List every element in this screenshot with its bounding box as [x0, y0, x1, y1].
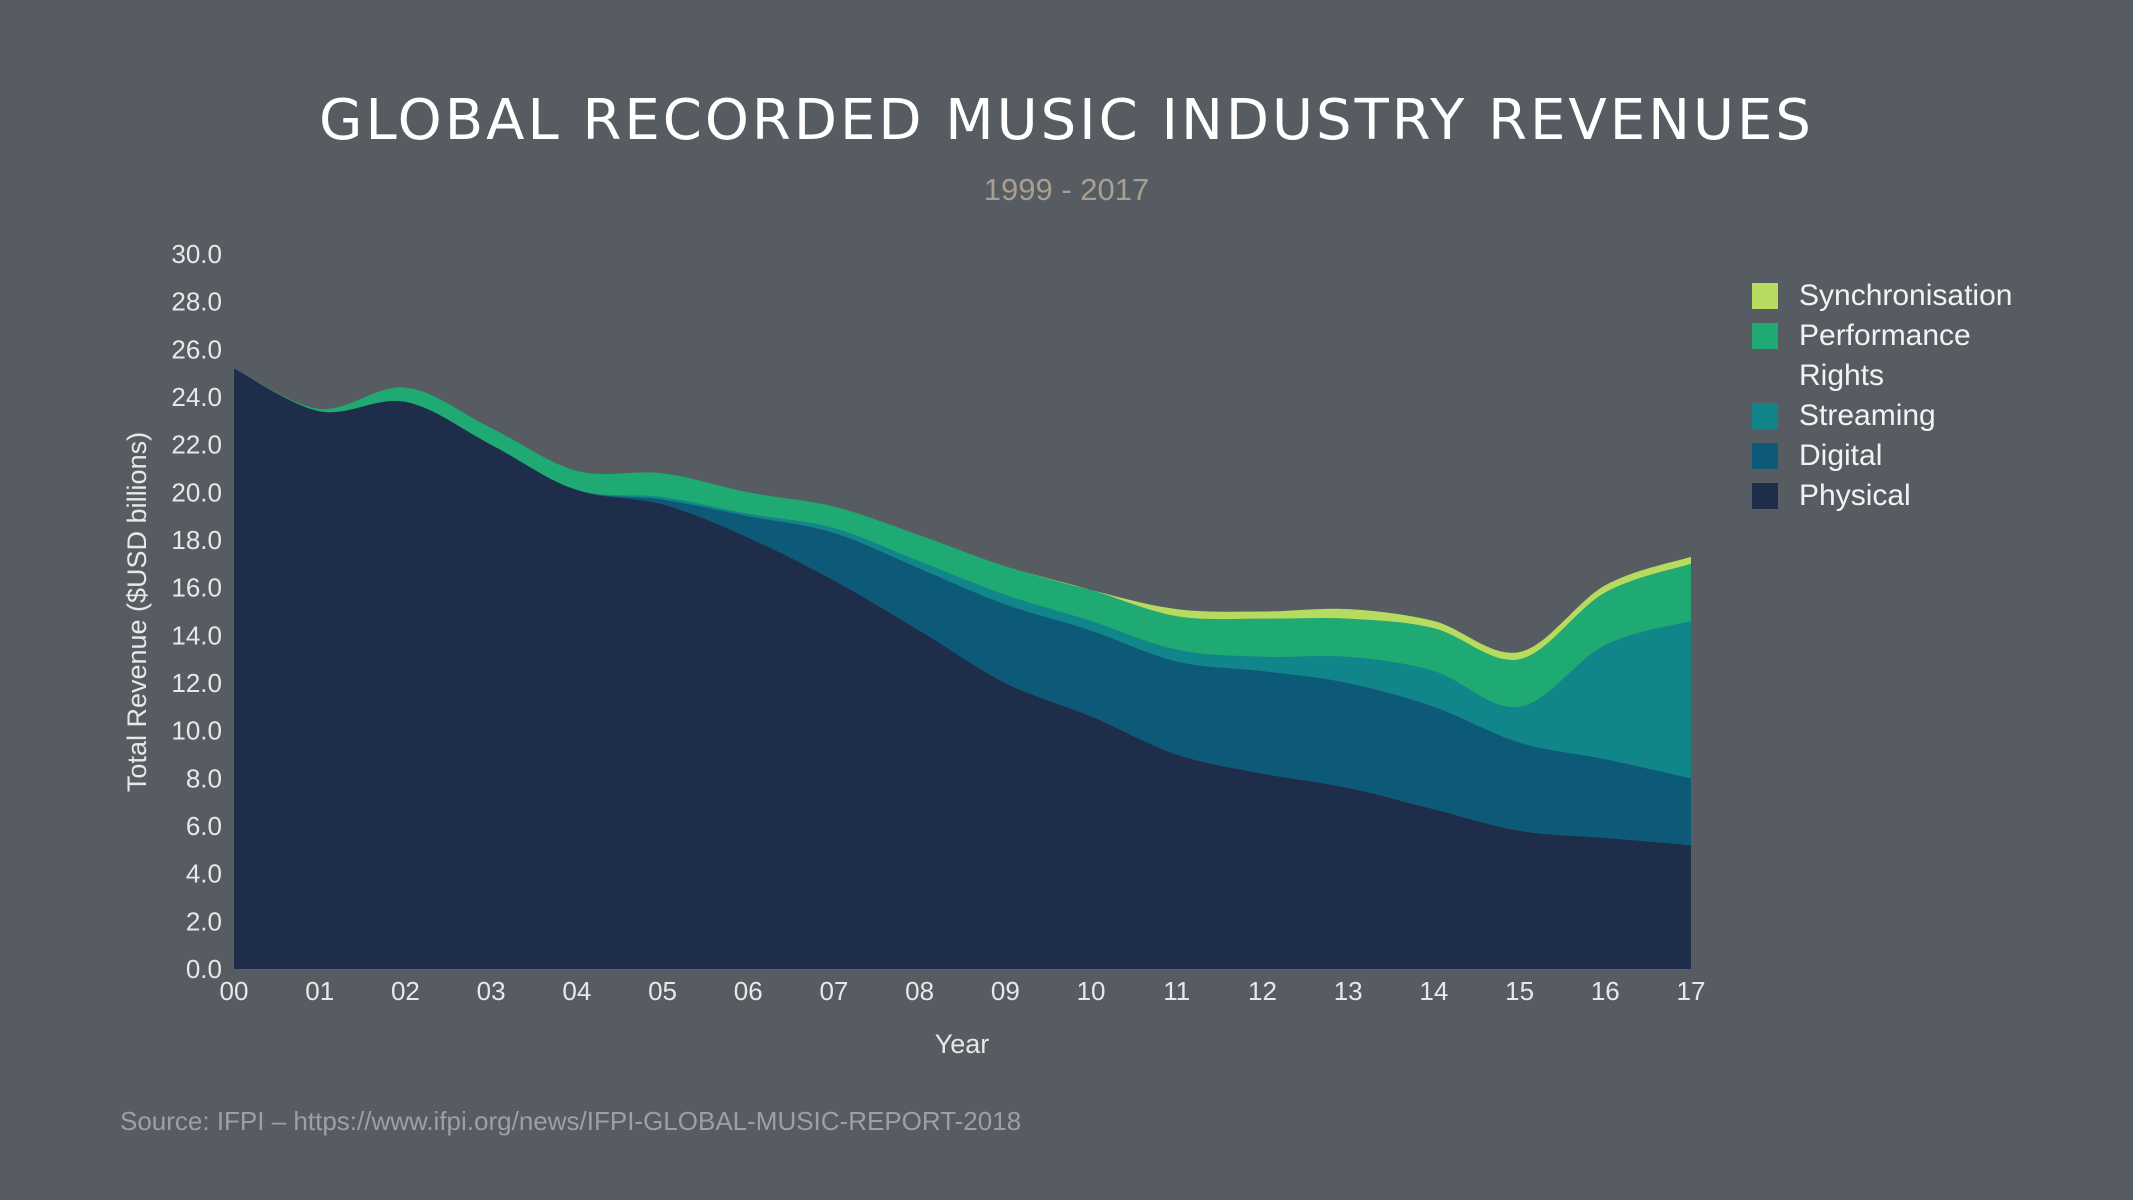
y-axis-ticks: 0.0 2.0 4.0 6.0 8.0 10.0 12.0 14.0 16.0 18.0 20.0 2…: [171, 239, 222, 984]
x-tick-label: 17: [1677, 976, 1706, 1006]
x-tick-label: 02: [391, 976, 420, 1006]
x-tick-label: 04: [562, 976, 591, 1006]
legend-swatch: [1752, 323, 1778, 349]
y-tick-label: 14.0: [171, 620, 222, 650]
legend-item-synchronisation: Synchronisation: [1752, 276, 2122, 316]
x-tick-label: 14: [1419, 976, 1448, 1006]
y-tick-label: 10.0: [171, 716, 222, 746]
legend-swatch: [1752, 403, 1778, 429]
legend-label: Physical: [1799, 479, 1911, 512]
x-tick-label: 15: [1505, 976, 1534, 1006]
y-tick-label: 2.0: [186, 906, 222, 936]
legend-item-digital: Digital: [1752, 436, 2122, 476]
area-digital: [234, 368, 1691, 846]
y-tick-label: 6.0: [186, 811, 222, 841]
y-tick-label: 8.0: [186, 763, 222, 793]
area-performance-rights: [234, 368, 1691, 708]
legend-swatch: [1752, 443, 1778, 469]
legend-label: Performance Rights: [1799, 319, 1971, 392]
y-tick-label: 4.0: [186, 859, 222, 889]
y-tick-label: 20.0: [171, 477, 222, 507]
y-axis-title: Total Revenue ($USD billions): [122, 432, 152, 792]
y-tick-label: 26.0: [171, 334, 222, 364]
x-tick-label: 00: [220, 976, 249, 1006]
legend-swatch: [1752, 283, 1778, 309]
x-tick-label: 03: [477, 976, 506, 1006]
source-note: Source: IFPI – https://www.ifpi.org/news…: [120, 1106, 1022, 1136]
y-tick-label: 24.0: [171, 382, 222, 412]
x-tick-label: 13: [1334, 976, 1363, 1006]
y-tick-label: 18.0: [171, 525, 222, 555]
legend-item-performance-rights: Performance Rights: [1752, 316, 2009, 396]
chart-subtitle: 1999 - 2017: [983, 172, 1150, 207]
area-physical: [234, 368, 1691, 969]
legend-label: Streaming: [1799, 399, 1936, 432]
x-tick-label: 06: [734, 976, 763, 1006]
legend-item-streaming: Streaming: [1752, 396, 2122, 436]
series-areas: [234, 368, 1691, 969]
y-tick-label: 12.0: [171, 668, 222, 698]
legend-label: Synchronisation: [1799, 279, 2013, 312]
x-axis-ticks: 00 01 02 03 04 05 06 07 08 09 10 11 12 13 14 15 16 17: [220, 976, 1706, 1006]
y-tick-label: 22.0: [171, 430, 222, 460]
area-streaming: [234, 368, 1691, 779]
y-tick-label: 0.0: [186, 954, 222, 984]
x-tick-label: 09: [991, 976, 1020, 1006]
x-tick-label: 10: [1077, 976, 1106, 1006]
legend-item-physical: Physical: [1752, 476, 2122, 516]
x-tick-label: 07: [819, 976, 848, 1006]
chart-title: GLOBAL RECORDED MUSIC INDUSTRY REVENUES: [319, 88, 1814, 153]
y-tick-label: 16.0: [171, 573, 222, 603]
x-tick-label: 08: [905, 976, 934, 1006]
y-tick-label: 30.0: [171, 239, 222, 269]
x-axis-title: Year: [935, 1029, 990, 1059]
x-tick-label: 05: [648, 976, 677, 1006]
y-tick-label: 28.0: [171, 287, 222, 317]
x-tick-label: 11: [1163, 976, 1190, 1006]
x-tick-label: 12: [1248, 976, 1277, 1006]
x-tick-label: 01: [305, 976, 334, 1006]
x-tick-label: 16: [1591, 976, 1620, 1006]
chart-legend: Synchronisation Performance Rights Strea…: [1752, 276, 2122, 516]
legend-swatch: [1752, 483, 1778, 509]
legend-label: Digital: [1799, 439, 1883, 472]
